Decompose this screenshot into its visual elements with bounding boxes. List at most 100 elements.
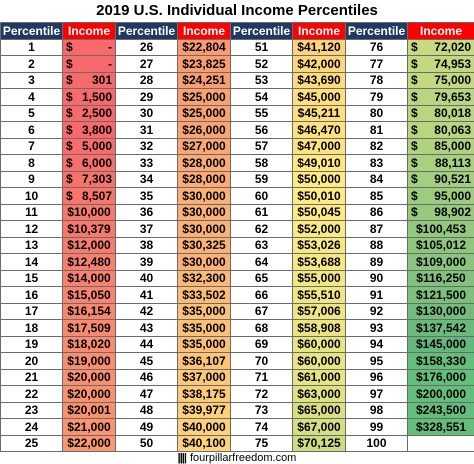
percentile-cell: 72 [231,386,293,403]
currency-symbol: $ [411,188,418,203]
percentile-cell: 24 [1,419,63,436]
income-cell: $38,175 [178,386,231,403]
income-amount: 301 [91,73,112,88]
percentile-cell: 11 [1,204,63,221]
income-amount: - [108,56,112,71]
income-cell: $42,000 [293,56,346,73]
percentile-cell: 50 [116,435,178,452]
income-cell: $39,977 [178,402,231,419]
percentile-cell: 100 [346,435,408,452]
income-cell: $53,688 [293,254,346,271]
income-cell: $328,551 [408,419,474,436]
percentile-cell: 37 [116,221,178,238]
percentile-cell: 86 [346,204,408,221]
percentile-cell: 79 [346,89,408,106]
percentile-cell: 36 [116,204,178,221]
percentile-cell: 40 [116,270,178,287]
income-cell: $20,000 [63,386,116,403]
income-cell [408,435,474,452]
income-cell: $33,502 [178,287,231,304]
percentile-cell: 91 [346,287,408,304]
income-cell: $35,000 [178,320,231,337]
percentile-cell: 27 [116,56,178,73]
income-cell: $35,000 [178,336,231,353]
percentile-cell: 12 [1,221,63,238]
percentile-cell: 59 [231,171,293,188]
percentile-cell: 90 [346,270,408,287]
income-cell: $70,125 [293,435,346,452]
percentile-cell: 8 [1,155,63,172]
percentile-cell: 20 [1,353,63,370]
income-cell: $100,453 [408,221,474,238]
income-cell: $20,000 [63,369,116,386]
percentile-cell: 75 [231,435,293,452]
income-amount: 7,303 [81,172,112,187]
percentile-cell: 92 [346,303,408,320]
income-cell: $ - [63,56,116,73]
percentile-cell: 41 [116,287,178,304]
income-cell: $60,000 [293,353,346,370]
currency-symbol: $ [66,139,73,154]
percentile-cell: 19 [1,336,63,353]
income-cell: $65,000 [293,402,346,419]
percentile-cell: 43 [116,320,178,337]
income-cell: $105,012 [408,237,474,254]
percentile-cell: 55 [231,105,293,122]
currency-symbol: $ [411,56,418,71]
income-cell: $72,020 [408,39,474,56]
percentile-cell: 80 [346,105,408,122]
percentile-header: Percentile [346,23,408,40]
percentile-cell: 81 [346,122,408,139]
percentile-cell: 89 [346,254,408,271]
income-amount: 80,063 [434,122,471,137]
income-cell: $130,000 [408,303,474,320]
percentile-header: Percentile [1,23,63,40]
income-amount: 95,000 [434,188,471,203]
income-amount: 79,653 [434,89,471,104]
income-cell: $74,953 [408,56,474,73]
income-cell: $1,500 [63,89,116,106]
percentile-cell: 2 [1,56,63,73]
income-cell: $35,000 [178,303,231,320]
currency-symbol: $ [411,122,418,137]
income-cell: $22,000 [63,435,116,452]
income-cell: $45,211 [293,105,346,122]
percentile-cell: 49 [116,419,178,436]
income-cell: $6,000 [63,155,116,172]
income-cell: $55,000 [293,270,346,287]
income-amount: 5,000 [81,139,112,154]
income-cell: $45,000 [293,89,346,106]
percentile-cell: 84 [346,171,408,188]
percentile-cell: 61 [231,204,293,221]
income-cell: $30,000 [178,188,231,205]
percentile-cell: 64 [231,254,293,271]
income-cell: $12,480 [63,254,116,271]
income-cell: $30,000 [178,204,231,221]
income-cell: $50,010 [293,188,346,205]
income-cell: $47,000 [293,138,346,155]
income-cell: $30,325 [178,237,231,254]
percentile-cell: 5 [1,105,63,122]
income-cell: $176,000 [408,369,474,386]
income-amount: 74,953 [434,56,471,71]
income-cell: $7,303 [63,171,116,188]
percentile-cell: 1 [1,39,63,56]
income-amount: 6,000 [81,155,112,170]
income-cell: $243,500 [408,402,474,419]
percentile-cell: 46 [116,369,178,386]
income-cell: $37,000 [178,369,231,386]
currency-symbol: $ [411,106,418,121]
income-cell: $25,000 [178,105,231,122]
income-cell: $ - [63,39,116,56]
percentile-cell: 6 [1,122,63,139]
currency-symbol: $ [66,106,73,121]
percentile-cell: 29 [116,89,178,106]
income-cell: $27,000 [178,138,231,155]
income-cell: $67,000 [293,419,346,436]
percentile-cell: 94 [346,336,408,353]
income-cell: $63,000 [293,386,346,403]
percentile-cell: 9 [1,171,63,188]
currency-symbol: $ [66,89,73,104]
income-cell: $50,045 [293,204,346,221]
income-amount: 2,500 [81,106,112,121]
